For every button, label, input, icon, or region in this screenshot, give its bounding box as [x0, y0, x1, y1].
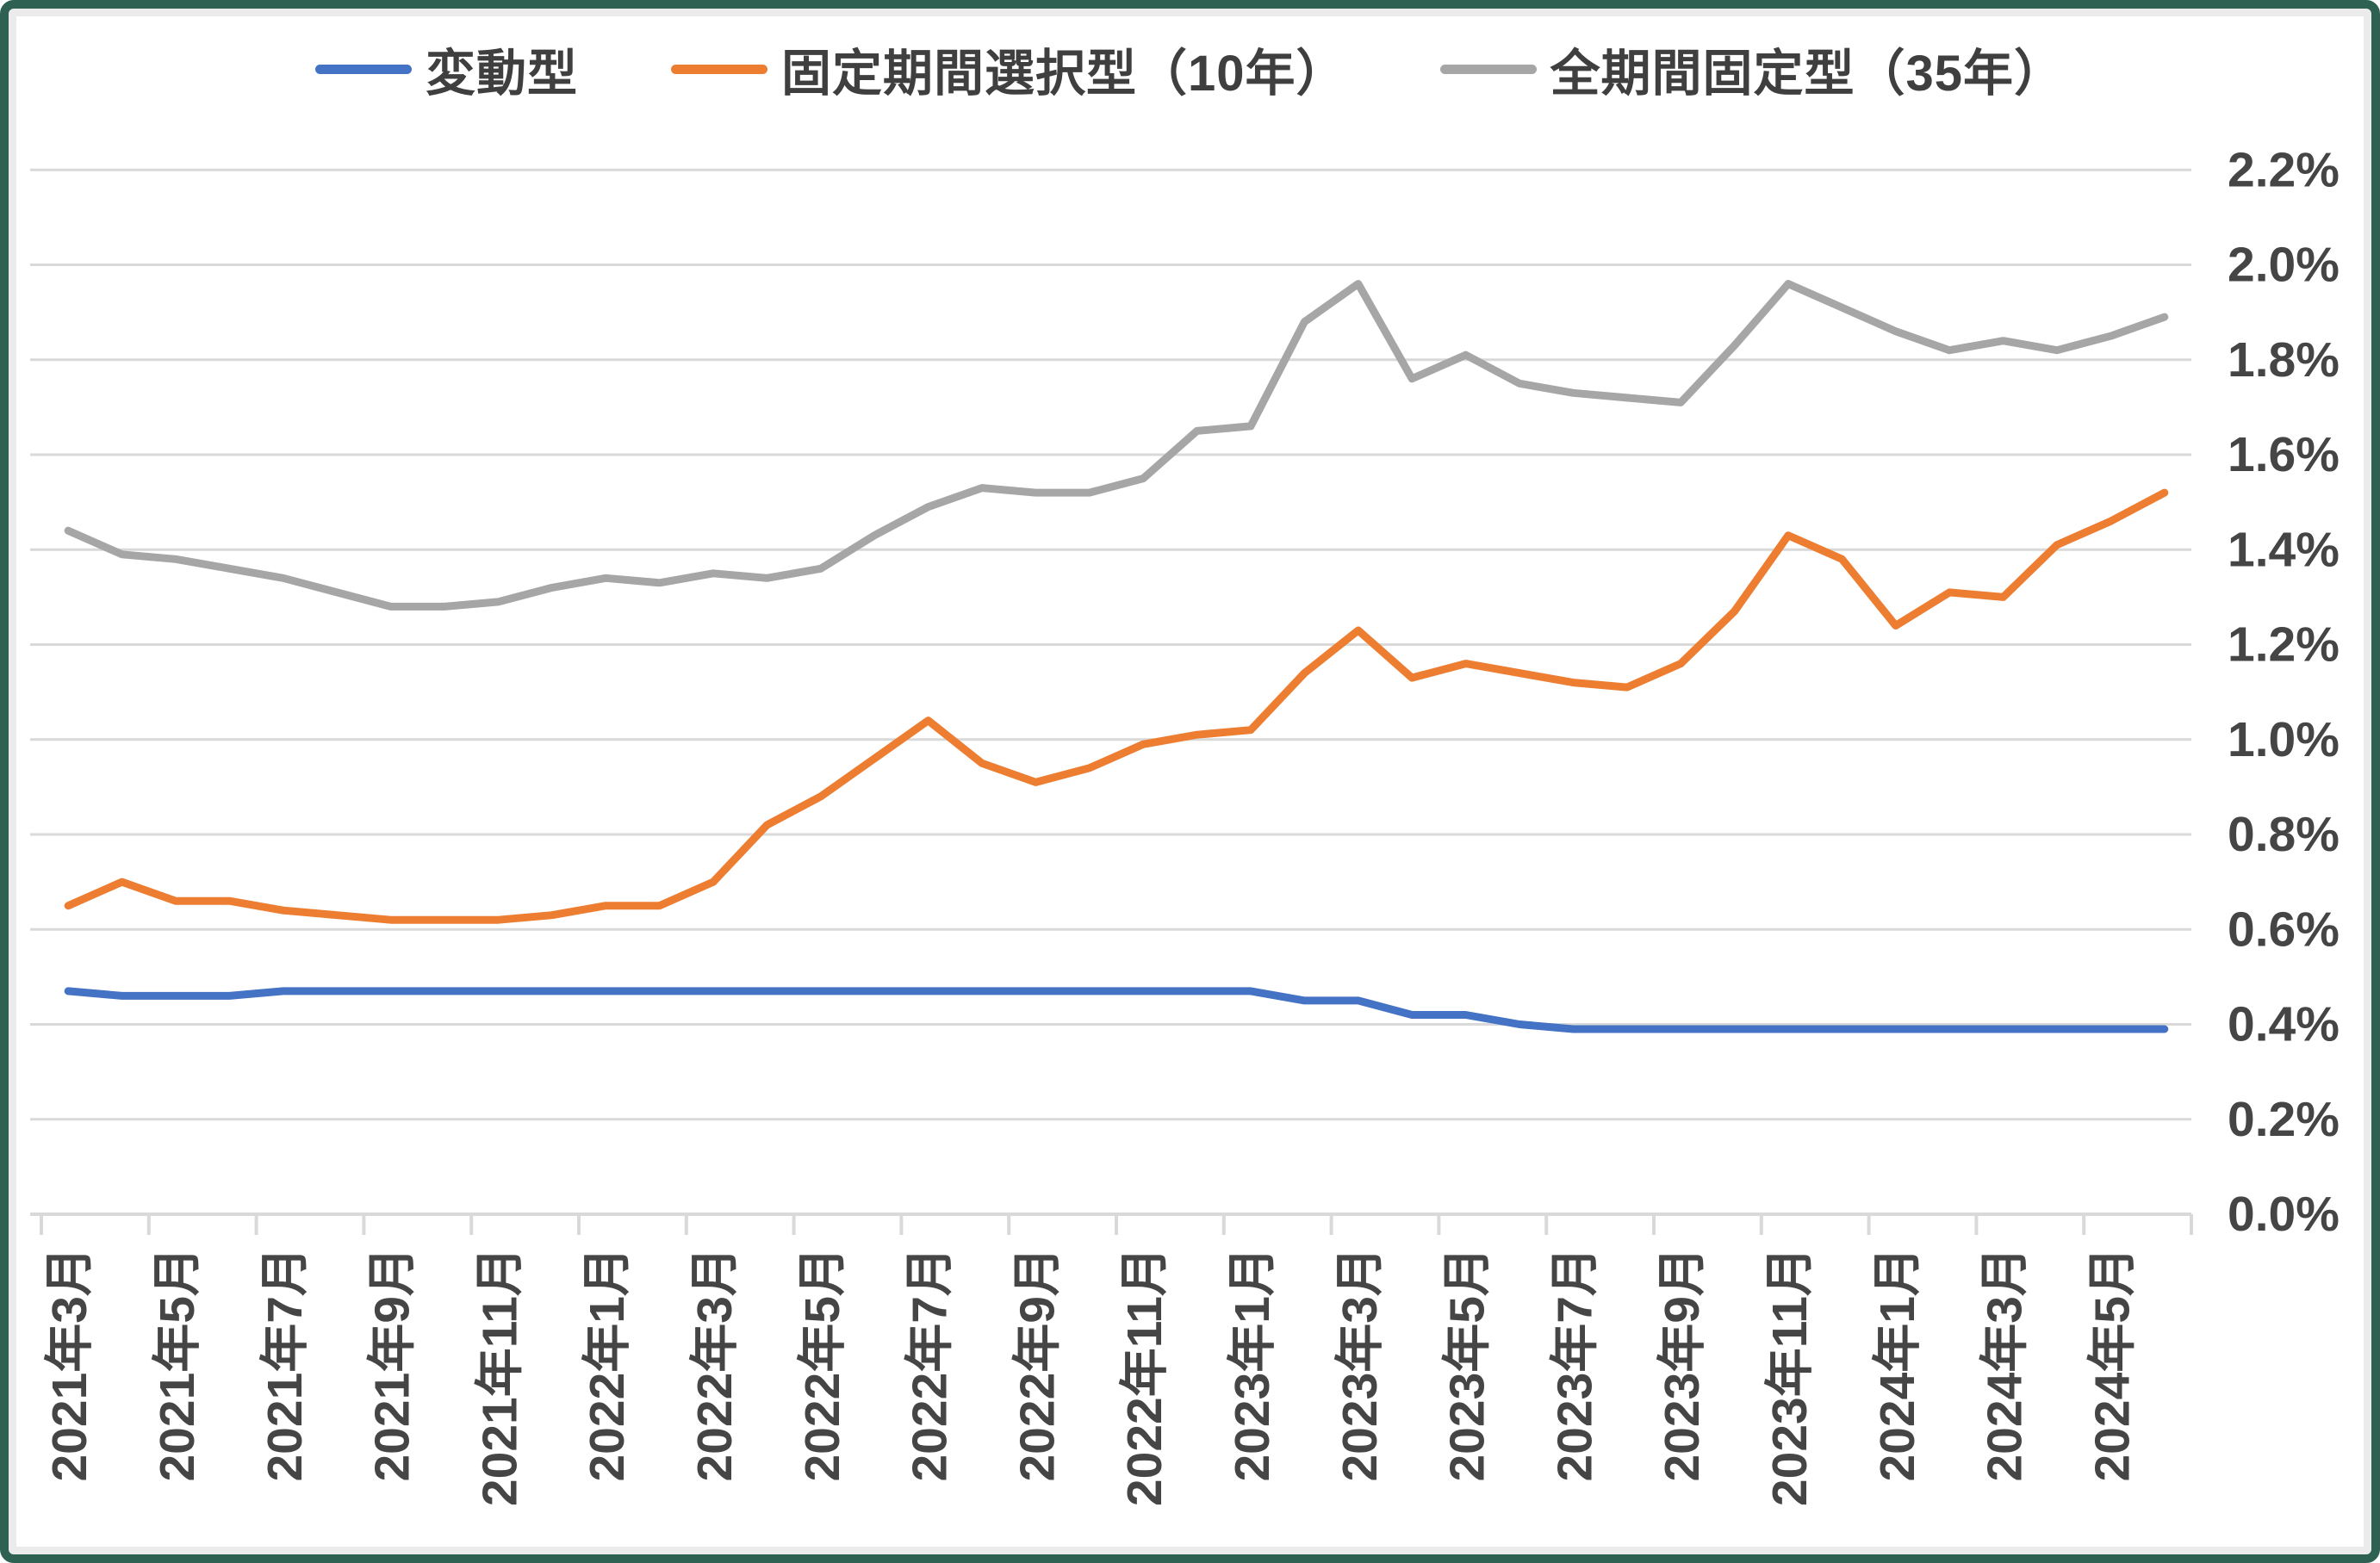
x-tick-label: 2022年3月: [687, 1247, 743, 1482]
x-axis-ticks: [40, 1214, 2193, 1235]
x-tick-label: 2023年9月: [1655, 1247, 1710, 1482]
x-tick-label: 2023年7月: [1547, 1247, 1602, 1482]
gridlines: [30, 168, 2191, 1216]
x-tick-label: 2022年1月: [580, 1247, 635, 1482]
y-tick-label: 0.0%: [2228, 1187, 2340, 1242]
x-tick-label: 2021年9月: [365, 1247, 420, 1482]
x-tick-label: 2022年7月: [903, 1247, 958, 1482]
x-tick-label: 2022年9月: [1010, 1247, 1065, 1482]
x-tick-label: 2022年5月: [795, 1247, 850, 1482]
x-tick-label: 2021年5月: [150, 1247, 205, 1482]
x-tick-label: 2023年5月: [1440, 1247, 1495, 1482]
y-tick-label: 0.8%: [2228, 807, 2340, 862]
y-tick-label: 1.4%: [2228, 522, 2340, 577]
x-tick-label: 2021年3月: [42, 1247, 97, 1482]
x-tick-label: 2024年3月: [1978, 1247, 2033, 1482]
y-tick-label: 1.2%: [2228, 617, 2340, 673]
y-axis-labels: 0.0% 0.2% 0.4% 0.6% 0.8% 1.0% 1.2% 1.4% 1.6% 1.8%…: [2228, 142, 2340, 1242]
x-tick-label: 2024年5月: [2085, 1247, 2140, 1482]
x-axis-labels: 2021年3月 2021年5月 2021年7月 2021年9月 2021年11月 2022…: [42, 1247, 2140, 1506]
y-tick-label: 0.6%: [2228, 902, 2340, 957]
y-tick-label: 1.8%: [2228, 332, 2340, 388]
x-tick-label: 2023年11月: [1762, 1247, 1818, 1506]
y-tick-label: 0.2%: [2228, 1092, 2340, 1147]
y-tick-label: 2.2%: [2228, 142, 2340, 197]
series-line-2: [64, 280, 2169, 611]
x-tick-label: 2021年11月: [472, 1247, 527, 1506]
series-line-1: [64, 488, 2169, 924]
x-tick-label: 2022年11月: [1117, 1247, 1172, 1506]
series-line-0: [64, 987, 2169, 1033]
x-tick-label: 2024年1月: [1870, 1247, 1925, 1482]
y-tick-label: 0.4%: [2228, 997, 2340, 1052]
x-tick-label: 2023年1月: [1225, 1247, 1280, 1482]
x-tick-label: 2021年7月: [258, 1247, 313, 1482]
x-tick-label: 2023年3月: [1333, 1247, 1388, 1482]
y-tick-label: 1.6%: [2228, 427, 2340, 482]
y-tick-label: 1.0%: [2228, 712, 2340, 767]
y-tick-label: 2.0%: [2228, 238, 2340, 293]
